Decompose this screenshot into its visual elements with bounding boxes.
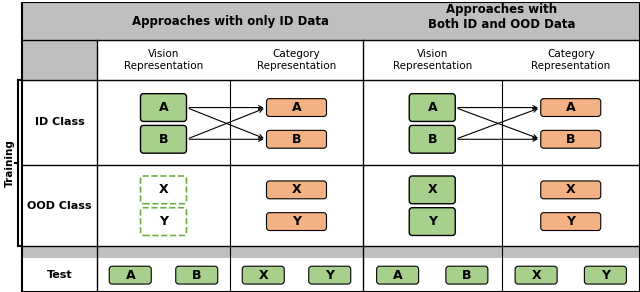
FancyBboxPatch shape: [266, 213, 326, 230]
Text: B: B: [428, 133, 437, 146]
FancyBboxPatch shape: [409, 208, 455, 235]
FancyBboxPatch shape: [376, 266, 419, 284]
Text: Vision
Representation: Vision Representation: [392, 49, 472, 71]
Text: Y: Y: [292, 215, 301, 228]
Text: A: A: [125, 269, 135, 282]
Text: X: X: [292, 183, 301, 196]
FancyBboxPatch shape: [409, 125, 455, 153]
Text: Y: Y: [428, 215, 436, 228]
Bar: [363, 258, 640, 292]
FancyBboxPatch shape: [266, 181, 326, 199]
Bar: [22, 258, 97, 292]
Text: B: B: [159, 133, 168, 146]
Text: Y: Y: [566, 215, 575, 228]
Text: Y: Y: [601, 269, 610, 282]
Text: A: A: [566, 101, 575, 114]
FancyBboxPatch shape: [446, 266, 488, 284]
Bar: [22, 80, 97, 165]
FancyBboxPatch shape: [266, 99, 326, 117]
Text: Vision
Representation: Vision Representation: [124, 49, 203, 71]
FancyBboxPatch shape: [141, 208, 186, 235]
Text: Approaches with
Both ID and OOD Data: Approaches with Both ID and OOD Data: [428, 3, 575, 31]
Text: Category
Representation: Category Representation: [531, 49, 611, 71]
Text: X: X: [428, 183, 437, 196]
Text: A: A: [428, 101, 437, 114]
Bar: [97, 165, 363, 246]
Text: B: B: [192, 269, 202, 282]
Bar: [363, 165, 640, 246]
Text: X: X: [259, 269, 268, 282]
Bar: [363, 80, 640, 165]
Text: Y: Y: [159, 215, 168, 228]
FancyBboxPatch shape: [308, 266, 351, 284]
Text: B: B: [566, 133, 575, 146]
Text: A: A: [393, 269, 403, 282]
Text: X: X: [531, 269, 541, 282]
Text: X: X: [159, 183, 168, 196]
FancyBboxPatch shape: [584, 266, 627, 284]
Text: OOD Class: OOD Class: [28, 201, 92, 211]
Text: Training: Training: [5, 139, 15, 187]
Bar: [363, 40, 640, 80]
FancyBboxPatch shape: [176, 266, 218, 284]
FancyBboxPatch shape: [109, 266, 151, 284]
Bar: [97, 40, 363, 80]
FancyBboxPatch shape: [141, 176, 186, 204]
FancyBboxPatch shape: [541, 181, 601, 199]
FancyBboxPatch shape: [141, 94, 186, 121]
FancyBboxPatch shape: [243, 266, 284, 284]
Text: A: A: [159, 101, 168, 114]
Text: Category
Representation: Category Representation: [257, 49, 336, 71]
FancyBboxPatch shape: [409, 94, 455, 121]
Bar: [97, 80, 363, 165]
Text: Test: Test: [47, 270, 72, 280]
Text: Y: Y: [325, 269, 334, 282]
Text: B: B: [292, 133, 301, 146]
Text: X: X: [566, 183, 575, 196]
Text: Approaches with only ID Data: Approaches with only ID Data: [131, 15, 328, 28]
Bar: [97, 258, 363, 292]
Text: ID Class: ID Class: [35, 117, 84, 127]
FancyBboxPatch shape: [266, 130, 326, 148]
Bar: [22, 165, 97, 246]
FancyBboxPatch shape: [409, 176, 455, 204]
FancyBboxPatch shape: [515, 266, 557, 284]
FancyBboxPatch shape: [541, 130, 601, 148]
Text: B: B: [462, 269, 472, 282]
FancyBboxPatch shape: [541, 99, 601, 117]
FancyBboxPatch shape: [141, 125, 186, 153]
FancyBboxPatch shape: [541, 213, 601, 230]
Text: A: A: [292, 101, 301, 114]
